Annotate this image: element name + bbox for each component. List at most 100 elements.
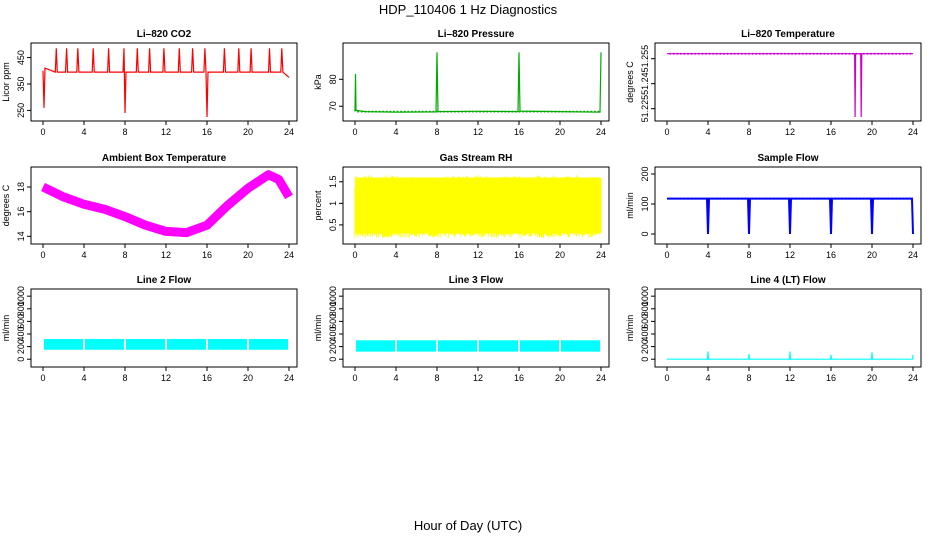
figure-title: HDP_110406 1 Hz Diagnostics [378,2,558,17]
y-tick-label: 70 [328,101,338,111]
y-tick-label: 1 [328,201,338,206]
panel-title: Line 3 Flow [449,275,504,286]
y-tick-label: 600 [328,314,338,329]
y-tick-label: 0 [328,357,338,362]
x-tick-label: 12 [473,250,483,260]
x-tick-label: 20 [243,250,253,260]
x-tick-label: 20 [867,373,877,383]
x-tick-label: 0 [664,127,669,137]
panel-title: Li–820 Pressure [438,29,515,40]
x-tick-label: 20 [243,127,253,137]
y-tick-label: 250 [16,103,26,118]
x-tick-label: 24 [908,127,918,137]
panel-6: Sample Flow 0 4 8 12 16 20 24 0 100 200 ml/min [625,153,922,260]
y-tick-label: 200 [640,339,650,354]
series-line [41,170,293,238]
x-tick-label: 12 [473,373,483,383]
panel-title: Line 4 (LT) Flow [750,275,826,286]
series-block [126,339,165,350]
y-tick-label: 400 [328,326,338,341]
x-tick-label: 24 [596,127,606,137]
panel-3: Li–820 Temperature 0 4 8 12 16 20 24 51.22551.24… [625,29,922,137]
series-block [44,339,83,350]
plot-frame [342,288,610,368]
series-block [208,339,247,350]
series-block [397,340,436,352]
y-tick-label: 800 [328,301,338,316]
series-block [356,340,395,352]
plot-frame [30,42,298,122]
y-axis-label: degrees C [1,184,11,226]
series-block [520,340,559,352]
x-tick-label: 4 [393,373,398,383]
x-tick-label: 0 [664,250,669,260]
panel-title: Ambient Box Temperature [102,153,227,164]
y-axis-label: ml/min [313,315,323,342]
y-tick-label: 0 [16,357,26,362]
y-tick-label: 400 [16,326,26,341]
x-tick-label: 4 [705,373,710,383]
x-tick-label: 12 [785,250,795,260]
plot-frame [342,42,610,122]
plot-frame [654,42,922,122]
y-tick-label: 350 [16,76,26,91]
y-tick-label: 0 [640,357,650,362]
y-axis-label: kPa [313,74,323,90]
x-tick-label: 24 [908,373,918,383]
x-tick-label: 0 [40,373,45,383]
y-tick-label: 0 [640,231,650,236]
x-tick-label: 4 [705,127,710,137]
series-line [667,197,914,235]
y-tick-label: 14 [16,231,26,241]
series-line [354,52,602,113]
series-line [42,48,290,118]
y-axis-label: ml/min [1,315,11,342]
y-tick-label: 18 [16,182,26,192]
x-tick-label: 20 [867,250,877,260]
series-block [85,339,124,350]
x-tick-label: 12 [473,127,483,137]
panel-title: Gas Stream RH [440,153,513,164]
plot-frame [654,288,922,368]
x-tick-label: 16 [514,373,524,383]
y-tick-label: 600 [640,314,650,329]
series-block [167,339,206,350]
y-tick-label: 600 [16,314,26,329]
x-tick-label: 4 [81,373,86,383]
x-tick-label: 12 [161,373,171,383]
x-tick-label: 24 [596,250,606,260]
series-line [667,351,914,360]
panel-title: Line 2 Flow [137,275,192,286]
x-tick-label: 0 [664,373,669,383]
y-axis-label: Licor ppm [1,62,11,102]
panel-4: Ambient Box Temperature 0 4 8 12 16 20 24 14 16 18… [1,153,298,260]
plot-frame [654,166,922,245]
series-block [249,339,288,350]
x-tick-label: 8 [434,373,439,383]
x-tick-label: 16 [826,127,836,137]
x-tick-label: 12 [161,250,171,260]
x-tick-label: 16 [202,373,212,383]
panel-2: Li–820 Pressure 0 4 8 12 16 20 24 70 80 kPa [313,29,610,137]
x-tick-label: 24 [908,250,918,260]
x-tick-label: 12 [161,127,171,137]
x-tick-label: 8 [122,250,127,260]
x-tick-label: 24 [284,250,294,260]
x-tick-label: 4 [81,250,86,260]
x-tick-label: 0 [352,250,357,260]
y-tick-label: 450 [16,50,26,65]
y-tick-label: 800 [640,301,650,316]
x-tick-label: 0 [40,250,45,260]
x-tick-label: 16 [202,250,212,260]
x-tick-label: 12 [785,127,795,137]
series-block [561,340,600,352]
x-tick-label: 16 [202,127,212,137]
x-axis-label: Hour of Day (UTC) [413,518,523,533]
series-block [479,340,518,352]
x-tick-label: 8 [434,250,439,260]
y-tick-label: 400 [640,326,650,341]
x-tick-label: 8 [434,127,439,137]
x-tick-label: 4 [393,127,398,137]
